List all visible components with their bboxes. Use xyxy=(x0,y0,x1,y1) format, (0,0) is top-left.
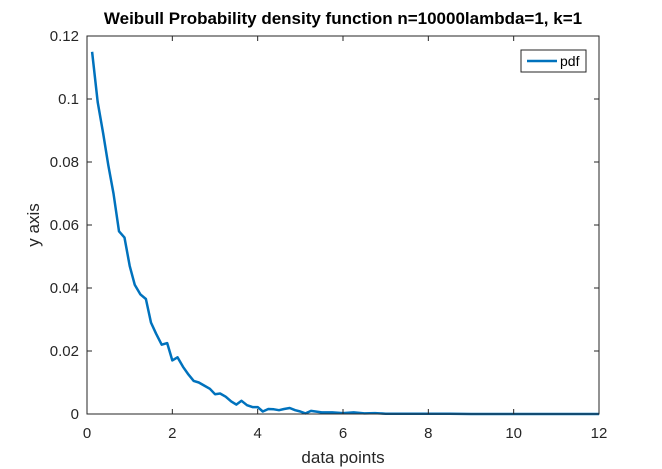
y-ticks: 0 0.02 0.04 0.06 0.08 0.1 0.12 xyxy=(50,28,599,423)
y-tick-label: 0.08 xyxy=(50,154,79,171)
x-tick-label: 10 xyxy=(505,425,522,442)
legend: pdf xyxy=(520,49,587,73)
x-axis-label: data points xyxy=(301,448,384,467)
x-tick-label: 2 xyxy=(168,425,176,442)
x-ticks: 0 2 4 6 8 10 12 xyxy=(83,36,608,442)
plot-background xyxy=(87,36,599,414)
y-tick-label: 0.1 xyxy=(58,91,79,108)
x-tick-label: 12 xyxy=(591,425,608,442)
x-tick-label: 4 xyxy=(253,425,261,442)
y-axis-label: y axis xyxy=(24,203,43,246)
x-tick-label: 6 xyxy=(339,425,347,442)
y-tick-label: 0.06 xyxy=(50,217,79,234)
x-tick-label: 0 xyxy=(83,425,91,442)
y-tick-label: 0.12 xyxy=(50,28,79,45)
chart-title: Weibull Probability density function n=1… xyxy=(104,9,582,28)
legend-label: pdf xyxy=(560,53,580,69)
y-tick-label: 0.04 xyxy=(50,280,79,297)
y-tick-label: 0.02 xyxy=(50,343,79,360)
x-tick-label: 8 xyxy=(424,425,432,442)
y-tick-label: 0 xyxy=(71,406,79,423)
series-layer xyxy=(90,51,599,416)
series-line-pdf xyxy=(90,51,599,416)
